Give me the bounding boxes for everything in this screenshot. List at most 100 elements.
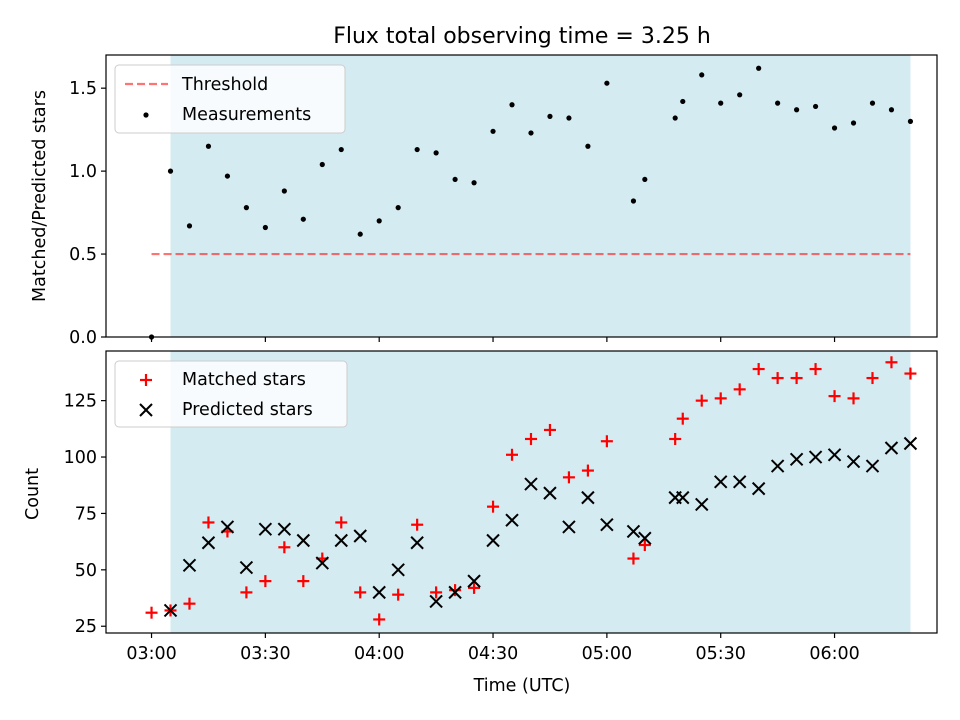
predicted-star-point bbox=[429, 594, 443, 609]
predicted-star-point bbox=[220, 520, 235, 534]
predicted-star-point bbox=[315, 556, 329, 570]
matched-star-point bbox=[600, 435, 613, 448]
legend-matched-label: Matched stars bbox=[182, 370, 306, 390]
matched-star-point bbox=[847, 392, 860, 405]
y-tick-label: 100 bbox=[64, 448, 97, 468]
matched-star-point bbox=[543, 423, 556, 436]
count-panel: 25 50 75 100 125 03:00 03:30 04:00 04:30 05:00 05:… bbox=[23, 350, 938, 664]
x-tick-label: 05:00 bbox=[582, 644, 632, 664]
predicted-star-point bbox=[827, 448, 842, 462]
y-tick-label: 0.5 bbox=[69, 245, 97, 265]
y-tick-label: 1.5 bbox=[69, 79, 97, 99]
measurement-point bbox=[850, 120, 857, 126]
measurement-point bbox=[775, 100, 781, 106]
measurement-point bbox=[528, 130, 534, 136]
measurement-point bbox=[319, 161, 325, 168]
ratio-legend: Threshold Measurements bbox=[114, 64, 346, 134]
legend-matched-swatch bbox=[140, 374, 152, 386]
predicted-star-point bbox=[258, 522, 273, 536]
matched-star-point bbox=[449, 584, 462, 597]
matched-star-point bbox=[676, 412, 689, 425]
measurement-point bbox=[672, 115, 678, 121]
matched-star-point bbox=[790, 372, 803, 385]
measurement-point bbox=[167, 168, 174, 174]
predicted-star-point bbox=[770, 459, 785, 473]
legend-frame bbox=[114, 360, 348, 428]
matched-star-point bbox=[752, 363, 765, 376]
x-axis-label: Time (UTC) bbox=[473, 676, 571, 696]
predicted-star-point bbox=[581, 490, 595, 505]
chart-title: Flux total observing time = 3.25 h bbox=[333, 24, 711, 49]
measurement-point bbox=[452, 176, 458, 183]
matched-star-point bbox=[392, 588, 405, 601]
legend-measurements-label: Measurements bbox=[182, 105, 311, 125]
predicted-star-point bbox=[865, 459, 880, 473]
measurement-point bbox=[262, 224, 268, 231]
measurement-point bbox=[604, 80, 610, 86]
measurement-point bbox=[718, 100, 724, 106]
x-tick-label: 03:00 bbox=[126, 644, 176, 664]
measurement-point bbox=[547, 113, 553, 119]
count-legend: Matched stars Predicted stars bbox=[114, 360, 348, 428]
matched-star-point bbox=[202, 516, 215, 529]
matched-star-point bbox=[771, 372, 784, 385]
measurement-point bbox=[205, 143, 212, 149]
predicted-star-point bbox=[732, 475, 747, 489]
matched-star-point bbox=[524, 432, 537, 445]
legend-frame bbox=[114, 64, 346, 134]
matched-star-point bbox=[809, 363, 822, 376]
y-tick-label: 75 bbox=[75, 504, 97, 524]
matched-star-point bbox=[695, 394, 708, 407]
matched-star-point bbox=[297, 575, 310, 588]
measurement-point bbox=[224, 173, 231, 179]
matched-star-point bbox=[411, 518, 424, 531]
matched-star-point bbox=[278, 541, 291, 554]
matched-star-point bbox=[733, 383, 746, 396]
legend-threshold-label: Threshold bbox=[181, 75, 268, 95]
matched-star-point bbox=[828, 390, 841, 403]
matched-star-point bbox=[866, 372, 879, 385]
predicted-star-point bbox=[789, 452, 804, 466]
measurement-point bbox=[243, 205, 249, 211]
measurement-point bbox=[680, 98, 686, 105]
x-tick-label: 06:00 bbox=[809, 644, 859, 664]
predicted-star-point bbox=[163, 603, 178, 618]
predicted-star-point bbox=[626, 524, 641, 539]
matched-star-point bbox=[669, 432, 682, 445]
x-tick-label: 03:30 bbox=[240, 644, 290, 664]
count-panel-ylabel: Count bbox=[23, 468, 43, 520]
measurement-point bbox=[585, 143, 591, 149]
measurement-point bbox=[357, 231, 363, 237]
matched-star-point bbox=[468, 581, 481, 594]
predicted-star-point bbox=[695, 497, 709, 512]
y-tick-label: 0.0 bbox=[69, 328, 97, 348]
matched-star-point bbox=[487, 500, 500, 513]
predicted-star-point bbox=[903, 436, 918, 451]
measurement-point bbox=[737, 92, 743, 98]
measurement-point bbox=[509, 102, 515, 108]
predicted-star-point bbox=[353, 529, 367, 543]
measurement-point bbox=[566, 115, 572, 121]
measurement-point bbox=[281, 188, 287, 194]
predicted-star-point bbox=[638, 531, 652, 545]
y-tick-label: 1.0 bbox=[69, 162, 97, 182]
ratio-panel-ylabel: Matched/Predicted stars bbox=[30, 90, 50, 302]
predicted-star-point bbox=[391, 563, 405, 577]
predicted-star-point bbox=[334, 533, 348, 548]
predicted-star-point bbox=[448, 585, 462, 600]
predicted-star-point bbox=[372, 585, 386, 600]
predicted-star-point bbox=[486, 533, 500, 548]
measurement-point bbox=[699, 72, 705, 78]
predicted-star-point bbox=[676, 490, 690, 505]
predicted-star-point bbox=[884, 441, 899, 455]
matched-star-point bbox=[183, 597, 196, 610]
y-tick-label: 125 bbox=[64, 392, 97, 412]
measurement-point bbox=[869, 100, 876, 106]
legend-predicted-label: Predicted stars bbox=[182, 400, 313, 420]
matched-star-point bbox=[506, 448, 519, 461]
predicted-star-point bbox=[600, 518, 614, 532]
matched-star-point bbox=[145, 606, 158, 619]
matched-star-point bbox=[240, 586, 253, 599]
y-tick-label: 50 bbox=[75, 561, 97, 581]
matched-star-point bbox=[354, 586, 367, 599]
